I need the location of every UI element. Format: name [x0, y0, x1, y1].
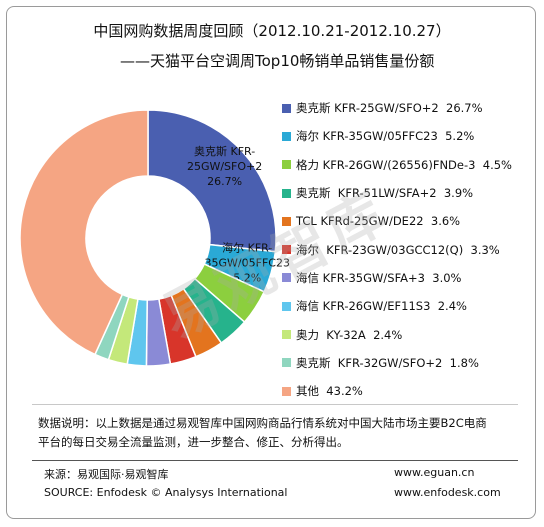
source-divider [32, 460, 518, 461]
legend-label-3: 奥克斯 KFR-51LW/SFA+2 3.9% [296, 186, 474, 201]
legend: 奥克斯 KFR-25GW/SFO+2 26.7% 海尔 KFR-35GW/05FF… [282, 94, 540, 405]
legend-item-10: 其他 43.2% [282, 377, 540, 405]
legend-swatch-5 [282, 245, 291, 255]
legend-swatch-7 [282, 301, 291, 311]
donut-slice-0 [147, 109, 277, 253]
slice-data-label-0: 奥克斯 KFR-25GW/SFO+2 26.7% [187, 144, 262, 188]
source-cn: 来源：易观国际·易观智库 [44, 468, 169, 481]
legend-item-5: 海尔 KFR-23GW/03GCC12(Q) 3.3% [282, 235, 540, 263]
legend-swatch-0 [282, 103, 291, 113]
source-en: SOURCE: Enfodesk © Analysys Internationa… [44, 486, 288, 499]
legend-label-2: 格力 KFR-26GW/(26556)FNDe-3 4.5% [296, 157, 512, 172]
legend-swatch-4 [282, 216, 291, 226]
legend-swatch-9 [282, 358, 291, 368]
legend-swatch-2 [282, 160, 291, 170]
legend-swatch-6 [282, 273, 291, 283]
legend-label-10: 其他 43.2% [296, 384, 363, 399]
legend-item-2: 格力 KFR-26GW/(26556)FNDe-3 4.5% [282, 151, 540, 179]
legend-swatch-1 [282, 131, 291, 141]
legend-item-4: TCL KFRd-25GW/DE22 3.6% [282, 207, 540, 235]
data-note-line-1: 数据说明：以上数据是通过易观智库中国网购商品行情系统对中国大陆市场主要B2C电商 [38, 416, 487, 430]
donut-slice-10 [19, 109, 149, 356]
website-enfodesk: www.enfodesk.com [394, 486, 501, 499]
legend-item-0: 奥克斯 KFR-25GW/SFO+2 26.7% [282, 94, 540, 122]
legend-item-8: 奥力 KY-32A 2.4% [282, 320, 540, 348]
legend-label-6: 海信 KFR-35GW/SFA+3 3.0% [296, 270, 462, 285]
legend-label-4: TCL KFRd-25GW/DE22 3.6% [296, 214, 461, 229]
legend-item-6: 海信 KFR-35GW/SFA+3 3.0% [282, 264, 540, 292]
legend-item-3: 奥克斯 KFR-51LW/SFA+2 3.9% [282, 179, 540, 207]
legend-label-5: 海尔 KFR-23GW/03GCC12(Q) 3.3% [296, 242, 500, 257]
chart-subtitle: ——天猫平台空调周Top10畅销单品销售量份额 [120, 52, 435, 70]
legend-label-8: 奥力 KY-32A 2.4% [296, 327, 403, 342]
legend-label-9: 奥克斯 KFR-32GW/SFO+2 1.8% [296, 355, 479, 370]
legend-item-1: 海尔 KFR-35GW/05FFC23 5.2% [282, 122, 540, 150]
legend-swatch-8 [282, 330, 291, 340]
legend-item-9: 奥克斯 KFR-32GW/SFO+2 1.8% [282, 349, 540, 377]
legend-swatch-3 [282, 188, 291, 198]
legend-item-7: 海信 KFR-26GW/EF11S3 2.4% [282, 292, 540, 320]
legend-label-1: 海尔 KFR-35GW/05FFC23 5.2% [296, 129, 475, 144]
data-note: 数据说明：以上数据是通过易观智库中国网购商品行情系统对中国大陆市场主要B2C电商… [38, 414, 510, 452]
legend-swatch-10 [282, 386, 291, 396]
website-eguan: www.eguan.cn [394, 466, 475, 479]
chart-title: 中国网购数据周度回顾（2012.10.21-2012.10.27） [93, 22, 451, 40]
data-note-line-2: 平台的每日交易全流量监测，进一步整合、修正、分析得出。 [38, 435, 349, 449]
note-divider [32, 404, 518, 405]
legend-label-0: 奥克斯 KFR-25GW/SFO+2 26.7% [296, 101, 483, 116]
legend-label-7: 海信 KFR-26GW/EF11S3 2.4% [296, 299, 467, 314]
